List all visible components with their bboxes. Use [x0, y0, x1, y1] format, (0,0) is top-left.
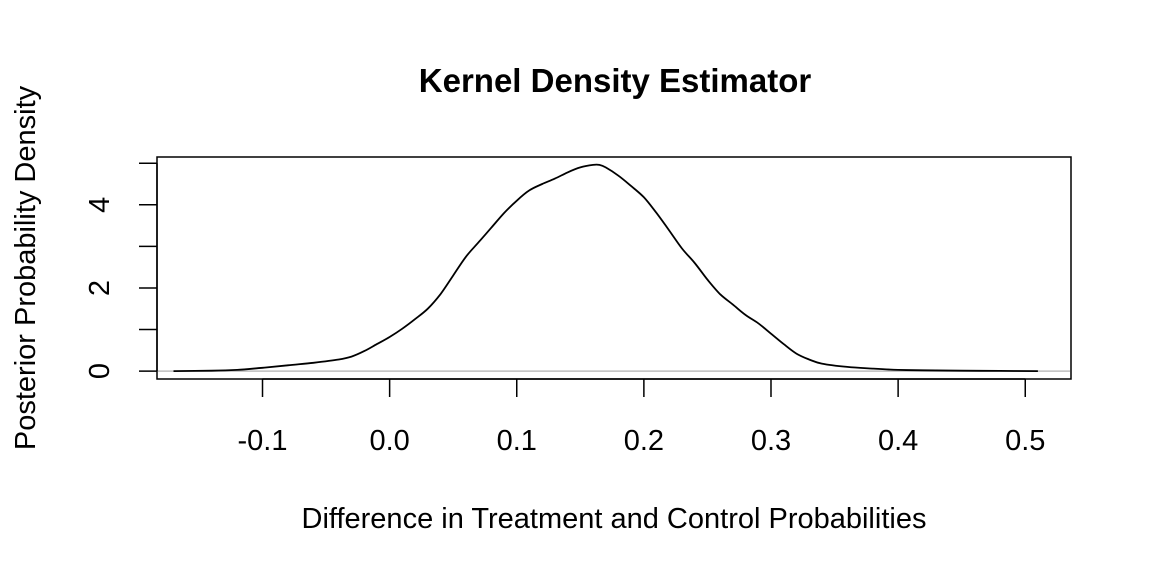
- density-curve: [173, 163, 1038, 372]
- x-tick-label: -0.1: [238, 425, 288, 457]
- x-tick-label: 0.4: [878, 425, 918, 457]
- y-tick-label: 2: [84, 280, 116, 296]
- x-axis: -0.1 0.0 0.1 0.2 0.3 0.4 0.5: [238, 378, 1045, 457]
- x-tick-label: 0.1: [497, 425, 537, 457]
- chart-title: Kernel Density Estimator: [419, 62, 812, 99]
- y-tick-label: 0: [84, 363, 116, 379]
- x-tick-label: 0.3: [751, 425, 791, 457]
- x-tick-label: 0.2: [624, 425, 664, 457]
- x-tick-label: 0.5: [1005, 425, 1045, 457]
- plot-frame: [156, 156, 1072, 380]
- plot-area: [156, 156, 1072, 380]
- x-tick-label: 0.0: [369, 425, 409, 457]
- y-axis-label: Posterior Probability Density: [10, 85, 42, 450]
- y-tick-label: 4: [84, 197, 116, 213]
- y-axis: 0 2 4: [84, 162, 158, 379]
- x-axis-label: Difference in Treatment and Control Prob…: [302, 503, 927, 535]
